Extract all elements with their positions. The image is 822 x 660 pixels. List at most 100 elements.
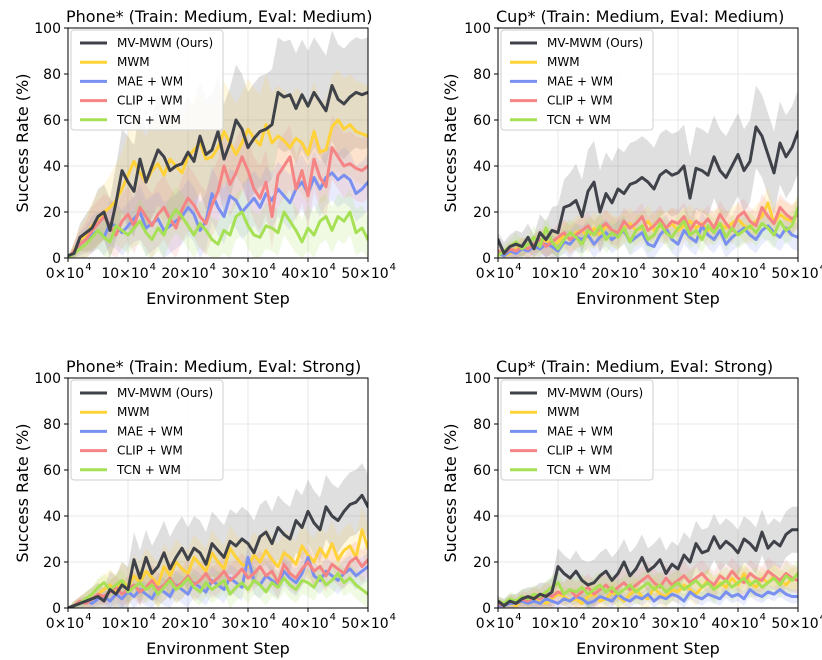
- x-tick-label: 10×10: [101, 266, 148, 282]
- y-tick-label: 20: [473, 205, 491, 221]
- band-tcn-wm: [68, 186, 368, 258]
- chart-title: Phone* (Train: Medium, Eval: Strong): [66, 357, 361, 376]
- y-tick-label: 40: [43, 509, 61, 525]
- y-tick-label: 60: [473, 463, 491, 479]
- legend-label: MWM: [117, 55, 150, 69]
- x-tick-label: 40×10: [711, 266, 758, 282]
- plot-area: [68, 30, 368, 258]
- band-mae-wm: [498, 212, 798, 258]
- y-tick-label: 0: [482, 251, 491, 267]
- x-tick-exponent: 4: [330, 262, 336, 273]
- series-line-mae-wm: [498, 588, 798, 608]
- x-tick-exponent: 4: [150, 262, 156, 273]
- series-line-tcn-wm: [68, 208, 368, 258]
- y-tick-label: 60: [473, 113, 491, 129]
- y-tick-label: 0: [52, 251, 61, 267]
- series-line-clip-wm: [498, 205, 798, 255]
- x-tick-exponent: 4: [515, 262, 521, 273]
- legend-box: [70, 379, 224, 481]
- x-tick-exponent: 4: [700, 612, 706, 623]
- legend-label: CLIP + WM: [547, 444, 613, 458]
- legend-label: MV-MWM (Ours): [547, 36, 643, 50]
- y-tick-label: 60: [43, 463, 61, 479]
- y-tick-label: 80: [473, 417, 491, 433]
- x-tick-label: 0×10: [46, 616, 84, 632]
- series-line-tcn-wm: [498, 205, 798, 258]
- series-line-mwm: [498, 572, 798, 608]
- series-line-clip-wm: [68, 146, 368, 258]
- y-tick-label: 40: [473, 159, 491, 175]
- plot-area: [68, 463, 368, 608]
- y-tick-label: 80: [473, 67, 491, 83]
- plot-area: [498, 506, 798, 608]
- legend-box: [500, 379, 654, 481]
- x-tick-label: 0×10: [46, 266, 84, 282]
- x-tick-label: 30×10: [221, 616, 268, 632]
- legend-label: CLIP + WM: [547, 94, 613, 108]
- legend-box: [500, 29, 654, 131]
- legend: MV-MWM (Ours) MWM MAE + WM CLIP + WM TCN + W…: [70, 379, 224, 481]
- x-axis-label: Environment Step: [576, 639, 720, 658]
- y-axis-label: Success Rate (%): [441, 424, 460, 563]
- y-tick-label: 40: [473, 509, 491, 525]
- y-tick-label: 40: [43, 159, 61, 175]
- x-tick-label: 20×10: [591, 266, 638, 282]
- y-tick-label: 80: [43, 67, 61, 83]
- y-tick-label: 0: [52, 601, 61, 617]
- axes-frame: [497, 27, 799, 259]
- legend-label: TCN + WM: [546, 113, 611, 127]
- x-tick-exponent: 4: [760, 612, 766, 623]
- x-tick-label: 50×10: [341, 266, 388, 282]
- x-axis-label: Environment Step: [576, 289, 720, 308]
- legend-label: MV-MWM (Ours): [117, 36, 213, 50]
- x-tick-label: 30×10: [221, 266, 268, 282]
- x-tick-exponent: 4: [760, 262, 766, 273]
- y-tick-label: 80: [43, 417, 61, 433]
- legend-label: CLIP + WM: [117, 94, 183, 108]
- series-line-mv-mwm-ours-: [68, 84, 368, 258]
- series-line-tcn-wm: [498, 572, 798, 605]
- x-tick-label: 30×10: [651, 266, 698, 282]
- x-tick-exponent: 4: [580, 612, 586, 623]
- legend-label: CLIP + WM: [117, 444, 183, 458]
- legend-label: MV-MWM (Ours): [547, 386, 643, 400]
- y-tick-label: 100: [464, 21, 491, 37]
- y-axis-label: Success Rate (%): [13, 424, 32, 563]
- x-tick-exponent: 4: [85, 262, 91, 273]
- x-tick-label: 0×10: [476, 266, 514, 282]
- axes-frame: [67, 377, 369, 609]
- band-mwm: [68, 506, 368, 608]
- x-tick-exponent: 4: [210, 262, 216, 273]
- chart-title: Cup* (Train: Medium, Eval: Strong): [496, 357, 773, 376]
- x-tick-exponent: 4: [85, 612, 91, 623]
- y-tick-label: 100: [34, 371, 61, 387]
- chart-title: Cup* (Train: Medium, Eval: Medium): [496, 7, 784, 26]
- legend-box: [70, 29, 224, 131]
- legend: MV-MWM (Ours) MWM MAE + WM CLIP + WM TCN + W…: [500, 379, 654, 481]
- x-tick-label: 20×10: [161, 266, 208, 282]
- y-tick-label: 100: [464, 371, 491, 387]
- legend-label: MAE + WM: [117, 424, 183, 438]
- legend-label: MWM: [117, 405, 150, 419]
- series-line-tcn-wm: [68, 572, 368, 608]
- x-tick-label: 20×10: [591, 616, 638, 632]
- band-mv-mwm-ours-: [498, 506, 798, 608]
- series-line-mv-mwm-ours-: [498, 528, 798, 608]
- legend-label: MAE + WM: [547, 74, 613, 88]
- x-tick-exponent: 4: [270, 612, 276, 623]
- x-tick-label: 50×10: [341, 616, 388, 632]
- chart-title: Phone* (Train: Medium, Eval: Medium): [66, 7, 372, 26]
- legend: MV-MWM (Ours) MWM MAE + WM CLIP + WM TCN + W…: [70, 29, 224, 131]
- x-tick-exponent: 4: [640, 262, 646, 273]
- y-tick-label: 20: [473, 555, 491, 571]
- series-line-mv-mwm-ours-: [68, 493, 368, 608]
- series-line-mv-mwm-ours-: [498, 125, 798, 255]
- y-tick-label: 60: [43, 113, 61, 129]
- x-tick-label: 50×10: [771, 616, 818, 632]
- legend-label: TCN + WM: [116, 463, 181, 477]
- x-tick-exponent: 4: [270, 262, 276, 273]
- x-tick-exponent: 4: [640, 612, 646, 623]
- x-tick-exponent: 4: [820, 262, 822, 273]
